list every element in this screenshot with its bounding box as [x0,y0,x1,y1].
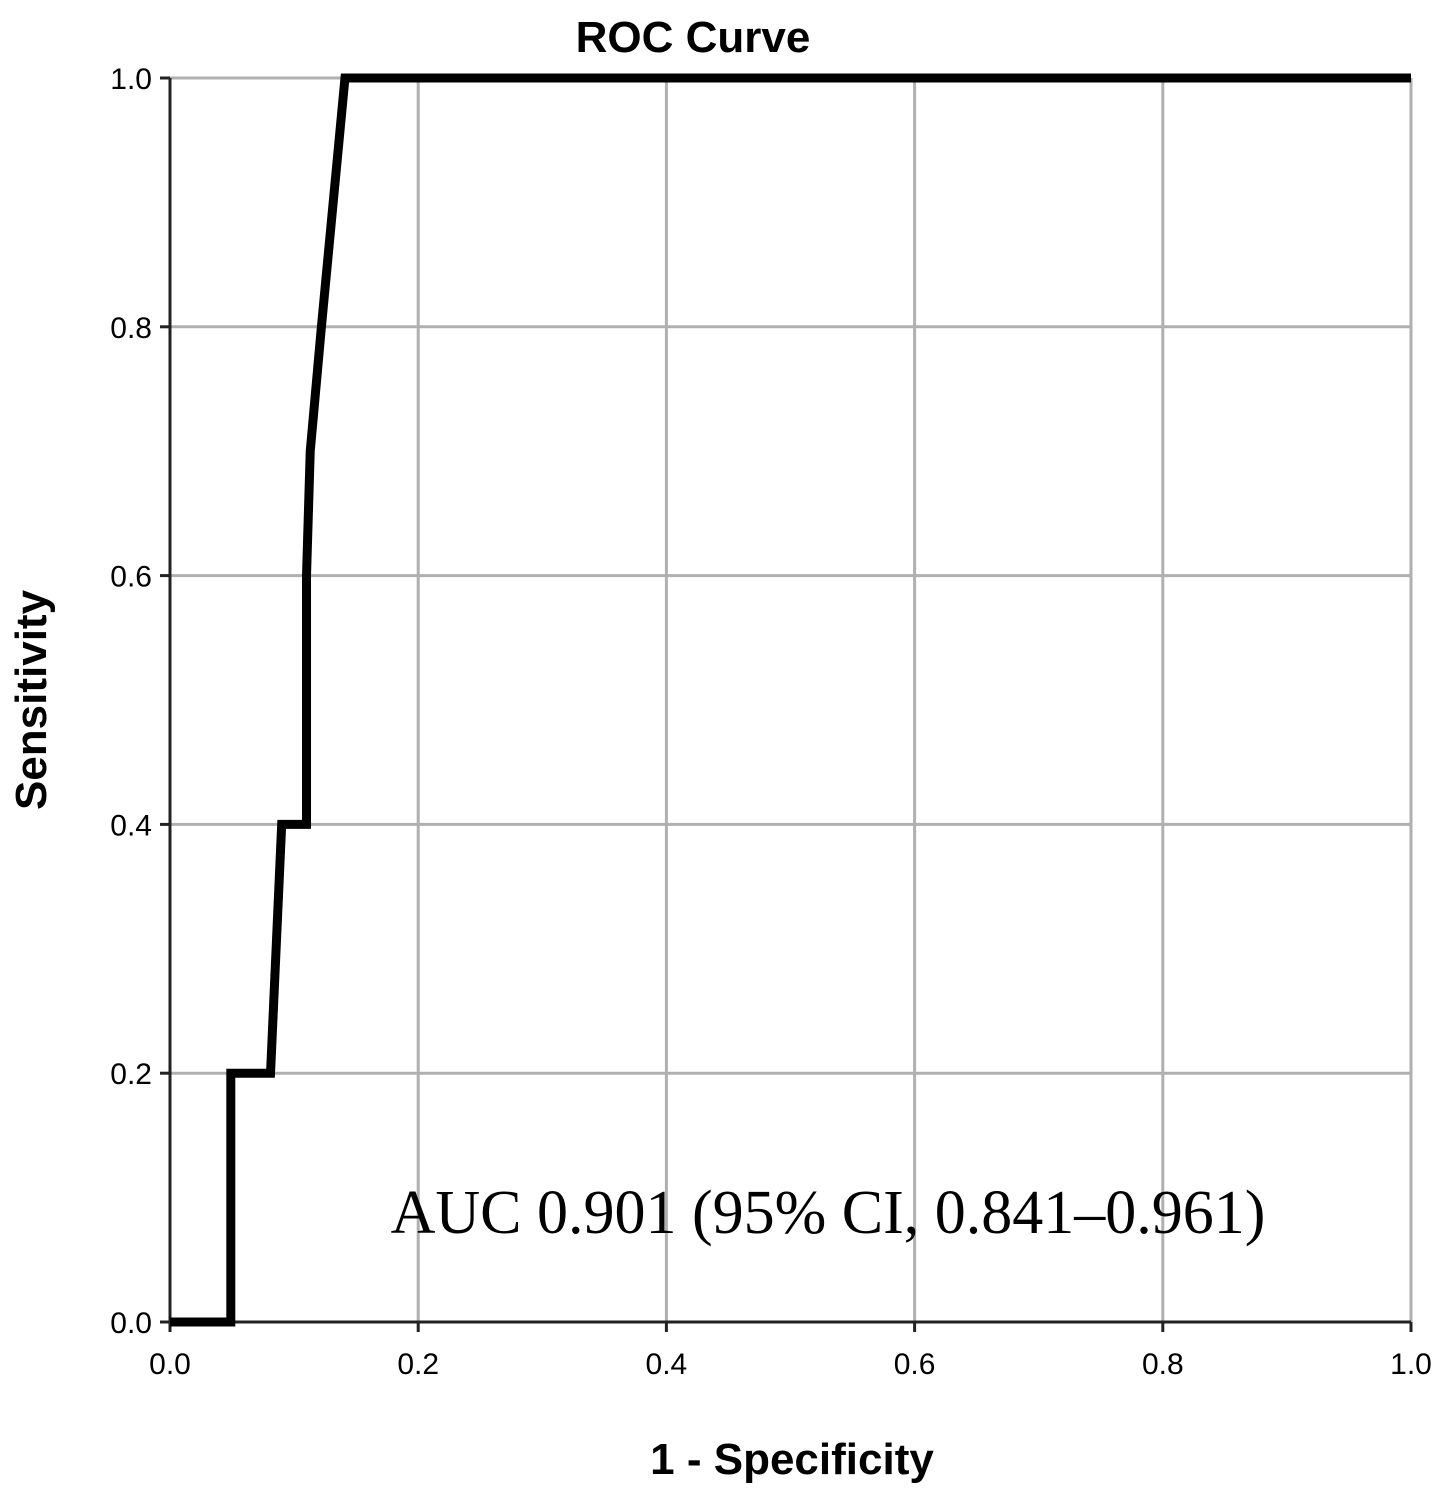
x-tick-label-1: 0.2 [397,1348,439,1381]
y-tick-label-4: 0.8 [110,312,152,345]
y-tick-label-0: 0.0 [110,1307,152,1340]
x-tick-label-2: 0.4 [646,1348,688,1381]
y-tick-label-3: 0.6 [110,561,152,594]
axes [160,78,1411,1332]
y-tick-label-5: 1.0 [110,63,152,96]
auc-annotation: AUC 0.901 (95% CI, 0.841–0.961) [391,1179,1266,1247]
y-axis-label: Sensitivity [7,589,56,810]
chart-title: ROC Curve [576,13,811,62]
x-tick-label-0: 0.0 [149,1348,191,1381]
roc-curve-line [170,78,1411,1322]
y-tick-label-1: 0.2 [110,1058,152,1091]
x-tick-label-4: 0.8 [1142,1348,1184,1381]
grid [170,78,1411,1322]
series-layer [170,78,1411,1322]
y-tick-label-2: 0.4 [110,809,152,842]
x-tick-label-5: 1.0 [1390,1348,1432,1381]
x-axis-label: 1 - Specificity [650,1435,934,1484]
x-tick-label-3: 0.6 [894,1348,936,1381]
